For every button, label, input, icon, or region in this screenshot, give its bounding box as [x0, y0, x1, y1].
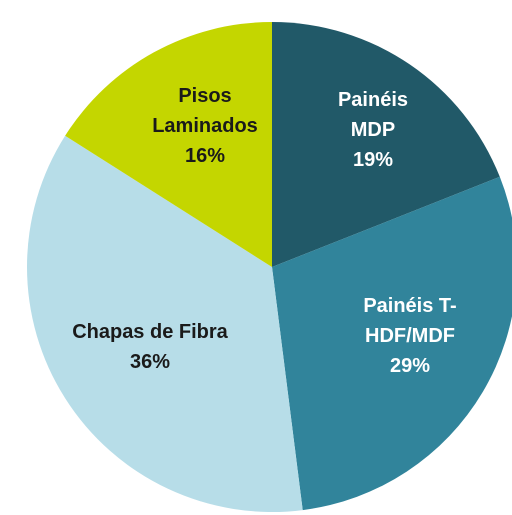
category-label: Painéis MDP: [337, 89, 409, 141]
category-label: Chapas de Fibra: [72, 321, 228, 343]
value-label: 36%: [129, 351, 171, 373]
pie-slice: [272, 176, 512, 511]
slice-label: Painéis MDP 19%: [318, 85, 428, 175]
pie-slice: [65, 22, 273, 267]
value-label: 19%: [352, 149, 394, 171]
category-label: Pisos Laminados: [152, 85, 258, 137]
slice-label: Painéis T-HDF/MDF 29%: [340, 291, 480, 381]
value-label: 16%: [184, 145, 226, 167]
pie-slice: [272, 22, 500, 267]
slice-label: Pisos Laminados 16%: [140, 81, 270, 171]
category-label: Painéis T-HDF/MDF: [363, 295, 457, 347]
slice-label: Chapas de Fibra 36%: [70, 317, 230, 377]
pie-slice: [26, 135, 303, 512]
value-label: 29%: [389, 355, 431, 377]
